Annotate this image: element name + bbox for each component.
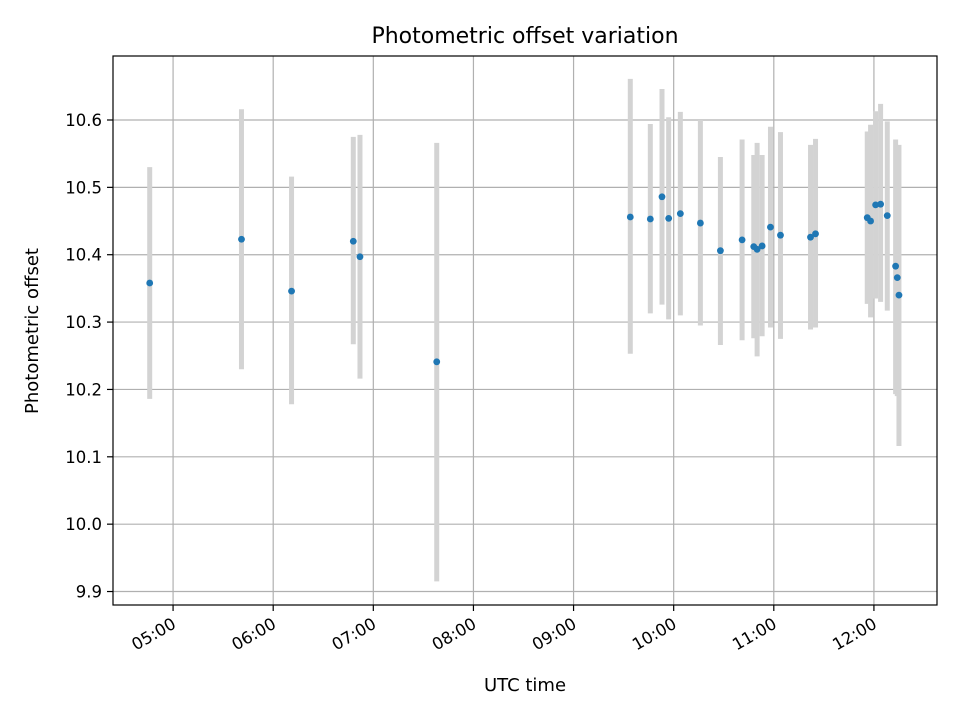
y-tick-label: 10.6 [65, 111, 102, 130]
y-tick-label: 10.3 [65, 313, 102, 332]
data-point [777, 231, 784, 239]
x-tick-label: 11:00 [729, 614, 780, 654]
y-tick-label: 10.2 [65, 380, 102, 399]
y-tick-label: 10.4 [65, 246, 102, 265]
data-point [807, 233, 814, 241]
x-axis-ticks: 05:00 06:00 07:00 08:00 09:00 10:00 11:00 12:00 [128, 605, 880, 654]
data-point [758, 242, 766, 250]
data-point [658, 193, 666, 201]
y-tick-label: 9.9 [76, 583, 102, 602]
data-point [883, 212, 891, 220]
x-tick-label: 09:00 [529, 614, 580, 654]
grid [113, 56, 937, 605]
data-point [877, 200, 884, 208]
data-point [867, 217, 874, 225]
data-point [812, 230, 819, 238]
x-tick-label: 12:00 [829, 614, 880, 654]
data-point [433, 358, 441, 366]
data-point [626, 213, 634, 221]
y-tick-label: 10.0 [65, 515, 102, 534]
data-point [356, 253, 364, 261]
data-point [738, 236, 746, 244]
error-bars [147, 78, 902, 582]
data-point [646, 215, 654, 223]
data-point [895, 291, 903, 299]
data-point [893, 274, 901, 282]
data-points [146, 193, 903, 366]
x-tick-label: 06:00 [229, 614, 280, 654]
data-point [696, 219, 704, 227]
data-point [349, 237, 357, 245]
x-tick-label: 05:00 [128, 614, 179, 654]
y-tick-label: 10.5 [65, 178, 102, 197]
chart-title: Photometric offset variation [371, 24, 678, 49]
plot-frame [112, 55, 938, 606]
data-point [238, 235, 245, 243]
data-point [872, 201, 879, 209]
data-point [146, 279, 154, 287]
x-tick-label: 08:00 [429, 614, 480, 654]
y-axis-ticks: 9.9 10.0 10.1 10.2 10.3 10.4 10.5 10.6 [65, 111, 113, 602]
data-point [665, 214, 673, 222]
data-point [892, 262, 900, 270]
y-axis-label: Photometric offset [22, 248, 43, 414]
data-point [288, 287, 295, 295]
x-tick-label: 07:00 [329, 614, 380, 654]
data-point [753, 245, 761, 253]
y-tick-label: 10.1 [65, 448, 102, 467]
data-point [676, 210, 684, 218]
data-point [717, 247, 724, 255]
x-tick-label: 10:00 [629, 614, 680, 654]
x-axis-label: UTC time [484, 675, 566, 696]
data-point [767, 223, 774, 231]
